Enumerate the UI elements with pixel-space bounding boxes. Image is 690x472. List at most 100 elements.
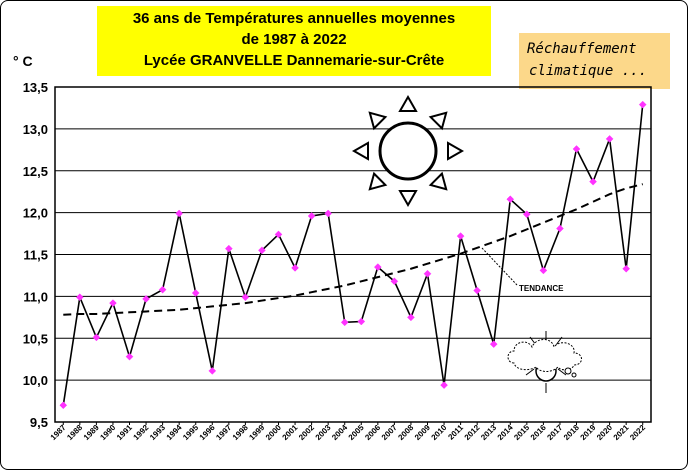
x-tick-label: 2005 [347, 423, 366, 442]
x-tick-label: 2004 [330, 423, 349, 442]
trend-pointer [481, 247, 518, 286]
data-point [109, 299, 117, 307]
x-tick-label: 1990 [98, 423, 117, 442]
title-line-2: de 1987 à 2022 [241, 31, 347, 48]
data-point [274, 230, 283, 239]
x-tick-label: 1989 [82, 423, 101, 442]
note-box: Réchauffement climatique ... [519, 33, 670, 89]
x-tick-label: 2006 [363, 423, 382, 442]
x-tick-label: 1993 [148, 423, 167, 442]
y-tick-label: 10,5 [23, 331, 48, 346]
x-tick-label: 1992 [132, 423, 151, 442]
data-point [423, 269, 432, 278]
data-point [59, 401, 68, 410]
x-tick-label: 2012 [463, 423, 482, 442]
x-tick-label: 1988 [65, 423, 84, 442]
x-tick-label: 2018 [562, 423, 581, 442]
note-line-1: Réchauffement [527, 41, 637, 57]
x-tick-label: 2011 [446, 423, 465, 442]
data-point [572, 145, 581, 153]
data-point [522, 210, 531, 219]
trend-line [63, 183, 643, 316]
y-tick-label: 11,5 [23, 248, 48, 263]
y-axis-unit: ° C [13, 53, 33, 69]
title-line-1: 36 ans de Températures annuelles moyenne… [132, 10, 456, 27]
data-point [208, 367, 217, 375]
trend-label: TENDANCE [519, 284, 564, 293]
data-point [241, 293, 250, 302]
y-tick-label: 10,0 [23, 373, 48, 388]
x-tick-label: 1994 [165, 423, 184, 442]
data-point [407, 313, 415, 322]
x-tick-label: 2019 [579, 423, 598, 442]
x-tick-label: 2007 [380, 423, 399, 442]
x-tick-label: 2008 [396, 423, 415, 442]
x-tick-label: 1997 [214, 423, 233, 442]
data-point [373, 263, 382, 271]
temperature-line [62, 104, 644, 406]
data-point [638, 100, 647, 109]
data-point [175, 209, 184, 218]
data-point [390, 277, 399, 286]
title-line-3: Lycée GRANVELLE Dannemarie-sur-Crête [143, 52, 445, 69]
data-point [324, 209, 333, 218]
y-tick-label: 12,0 [23, 206, 48, 221]
data-point [489, 340, 498, 348]
x-tick-label: 2003 [314, 423, 333, 442]
x-tick-label: 1991 [115, 423, 134, 442]
data-point [506, 195, 515, 204]
data-point [456, 232, 465, 240]
plot-area [54, 86, 652, 423]
axes [54, 86, 652, 425]
sun-icon [351, 94, 465, 208]
y-tick-label: 9,5 [30, 415, 48, 430]
y-tick-label: 11,0 [23, 289, 48, 304]
data-point [539, 266, 548, 275]
data-point [191, 289, 200, 297]
data-point [158, 285, 167, 294]
y-tick-label: 12,5 [23, 164, 48, 179]
data-point [473, 286, 482, 295]
cloud-sun-icon [507, 331, 582, 393]
x-tick-label: 1995 [181, 423, 200, 442]
x-tick-label: 2009 [413, 423, 432, 442]
data-point [622, 264, 631, 273]
data-point [440, 381, 448, 390]
data-point [307, 212, 316, 220]
x-tick-label: 2020 [595, 423, 614, 442]
x-tick-label: 2010 [430, 423, 449, 442]
x-tick-label: 2013 [479, 423, 498, 442]
y-tick-label: 13,0 [23, 122, 48, 137]
y-tick-label: 13,5 [23, 80, 48, 95]
x-tick-label: 2016 [529, 423, 548, 442]
data-point [291, 264, 299, 272]
x-tick-label: 2014 [496, 423, 515, 442]
data-point [556, 224, 564, 233]
data-point [224, 244, 233, 253]
data-point [258, 246, 266, 255]
data-point [605, 135, 614, 143]
x-tick-labels: 1987198819891990199119921993199419951996… [49, 423, 648, 442]
x-tick-label: 2021 [612, 423, 631, 442]
data-point [125, 352, 134, 361]
data-point [340, 318, 349, 327]
x-tick-label: 1996 [198, 423, 217, 442]
x-tick-label: 1999 [247, 423, 266, 442]
data-point [75, 293, 84, 302]
temperature-series [62, 104, 644, 406]
x-tick-label: 2017 [545, 423, 564, 442]
x-tick-label: 2000 [264, 423, 283, 442]
x-tick-label: 2022 [628, 423, 647, 442]
x-tick-label: 2002 [297, 423, 316, 442]
data-points [59, 100, 647, 410]
y-tick-labels: 9,5 10,0 10,5 11,0 11,5 12,0 12,5 13,0 13,5 [23, 80, 48, 430]
data-point [142, 295, 150, 303]
x-tick-label: 1998 [231, 423, 250, 442]
chart-title: 36 ans de Températures annuelles moyenne… [97, 6, 491, 76]
trend-series [63, 183, 643, 316]
x-tick-label: 2015 [512, 423, 531, 442]
x-tick-label: 1987 [49, 423, 68, 442]
data-point [589, 177, 597, 186]
